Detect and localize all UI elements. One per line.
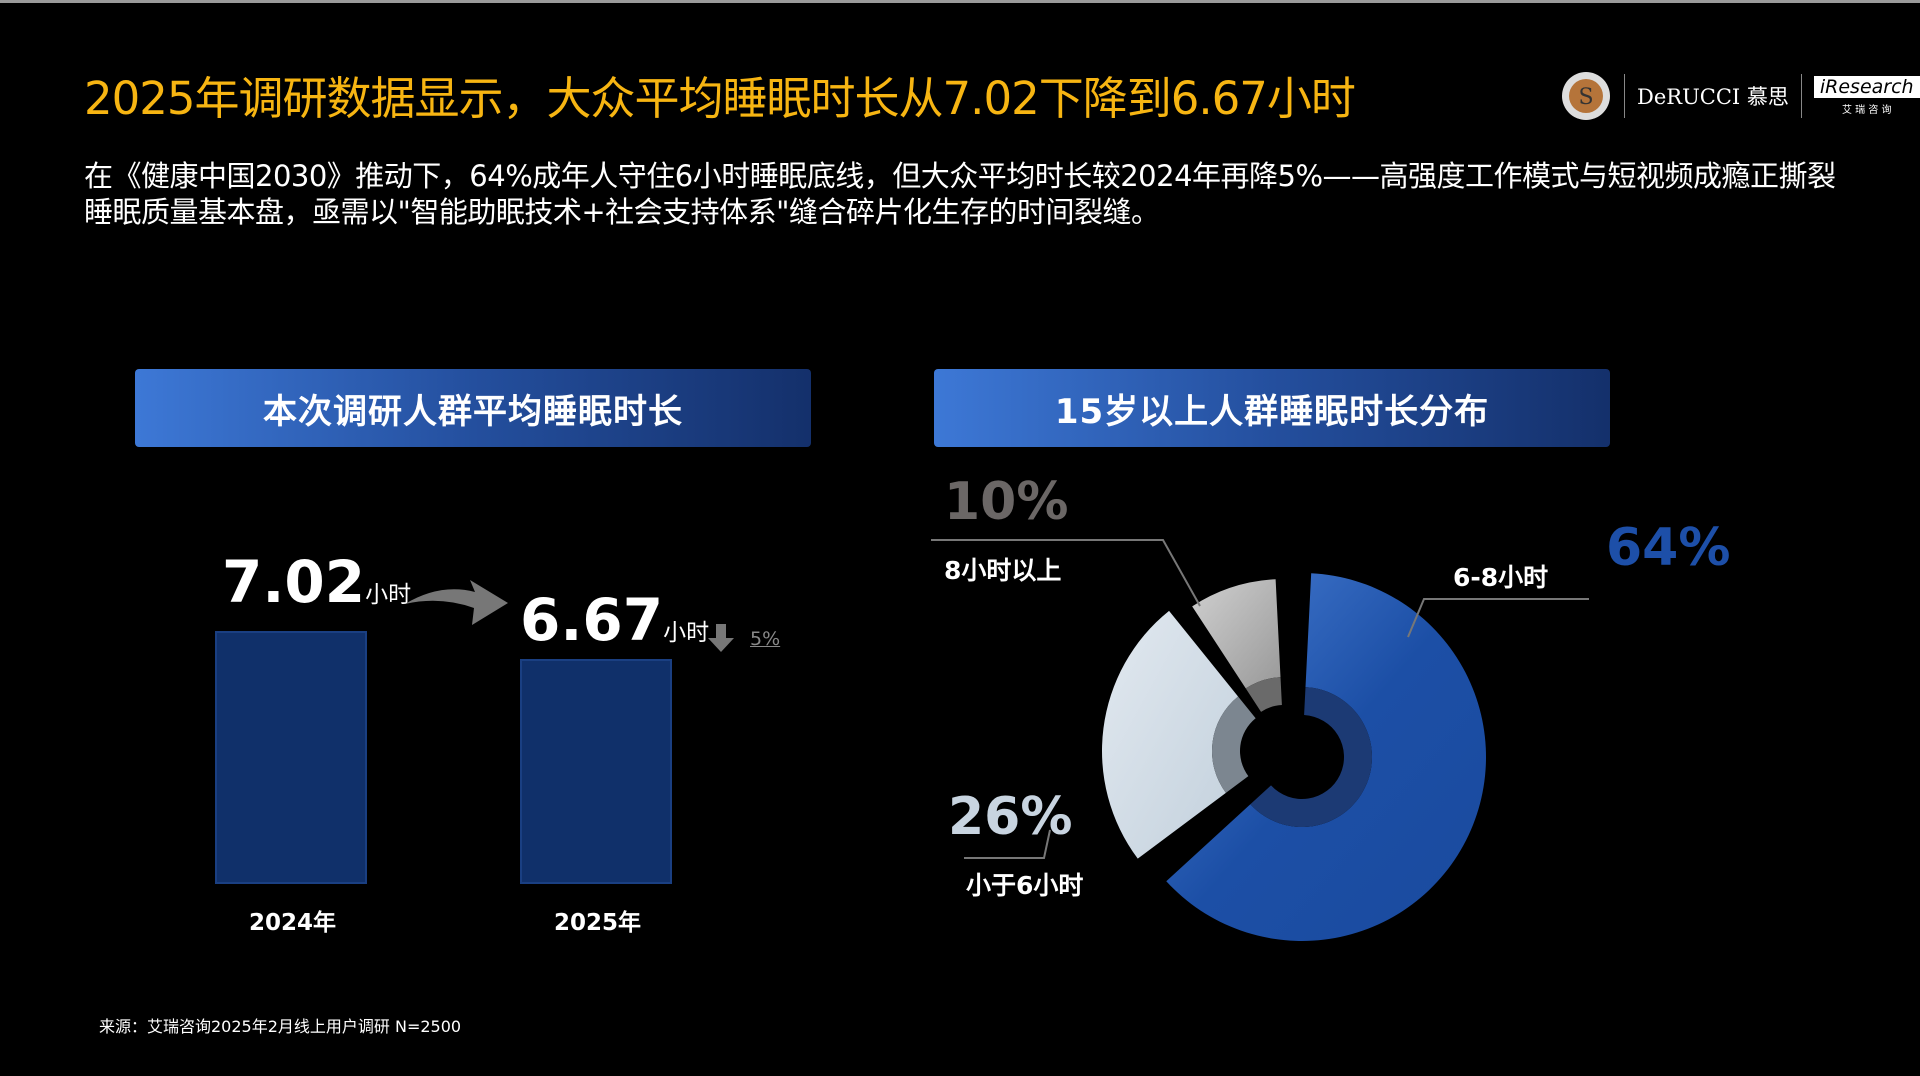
iresearch-logo-text: iResearch — [1813, 76, 1920, 98]
slice-8h-plus-inner-ring — [1245, 677, 1282, 712]
unit-label: 小时 — [365, 582, 412, 608]
label-under-6h: 小于6小时 — [966, 871, 1084, 900]
change-percent: 5% — [750, 628, 781, 650]
bar-2024 — [215, 631, 367, 884]
label-8h-plus: 8小时以上 — [944, 556, 1062, 585]
label-6-8h: 6-8小时 — [1453, 563, 1549, 592]
pct-8h-plus: 10% — [944, 472, 1069, 532]
pct-under-6h: 26% — [948, 787, 1073, 847]
slice-6-8h-inner-ring — [1250, 687, 1372, 828]
sleep-society-seal-logo: S — [1562, 72, 1610, 120]
page-title: 2025年调研数据显示，大众平均睡眠时长从7.02下降到6.67小时 — [84, 72, 1356, 125]
slice-8h-plus — [1192, 579, 1281, 689]
slice-under-6h-inner-ring — [1212, 696, 1256, 793]
slice-under-6h — [1102, 610, 1239, 859]
leader-line-6-8h — [1407, 598, 1589, 638]
source-footnote: 来源：艾瑞咨询2025年2月线上用户调研 N=2500 — [99, 1017, 462, 1036]
leader-line-under-6h — [964, 829, 1051, 859]
iresearch-logo-cn: 艾 瑞 咨 询 — [1841, 105, 1892, 116]
value-label-2024: 7.02小时 — [222, 548, 411, 616]
x-label-2024: 2024年 — [249, 910, 337, 936]
svg-text:S: S — [1578, 85, 1593, 110]
iresearch-logo: iResearch 艾 瑞 咨 询 — [1813, 76, 1920, 116]
value-label-2025: 6.67小时 — [520, 586, 709, 654]
page-subtitle: 在《健康中国2030》推动下，64%成年人守住6小时睡眠底线，但大众平均时长较2… — [84, 159, 1836, 229]
logo-divider — [1624, 74, 1625, 118]
bar-chart-header: 本次调研人群平均睡眠时长 — [135, 369, 811, 447]
logo-bar: S DeRUCCI 慕思 iResearch 艾 瑞 咨 询 — [1560, 68, 1920, 124]
derucci-logo: DeRUCCI 慕思 — [1637, 85, 1789, 109]
slice-6-8h — [1166, 573, 1486, 942]
down-arrow-icon — [708, 624, 734, 652]
unit-label: 小时 — [663, 620, 710, 646]
value-2024: 7.02 — [222, 548, 366, 616]
logo-divider — [1800, 74, 1802, 118]
leader-line-8h-plus — [931, 539, 1201, 607]
pie-chart-header: 15岁以上人群睡眠时长分布 — [934, 369, 1610, 447]
pct-6-8h: 64% — [1606, 518, 1731, 578]
top-border — [0, 0, 1920, 3]
curved-arrow-icon — [405, 580, 508, 625]
value-2025: 6.67 — [520, 586, 664, 654]
x-label-2025: 2025年 — [554, 910, 642, 936]
bar-2025 — [520, 659, 672, 884]
